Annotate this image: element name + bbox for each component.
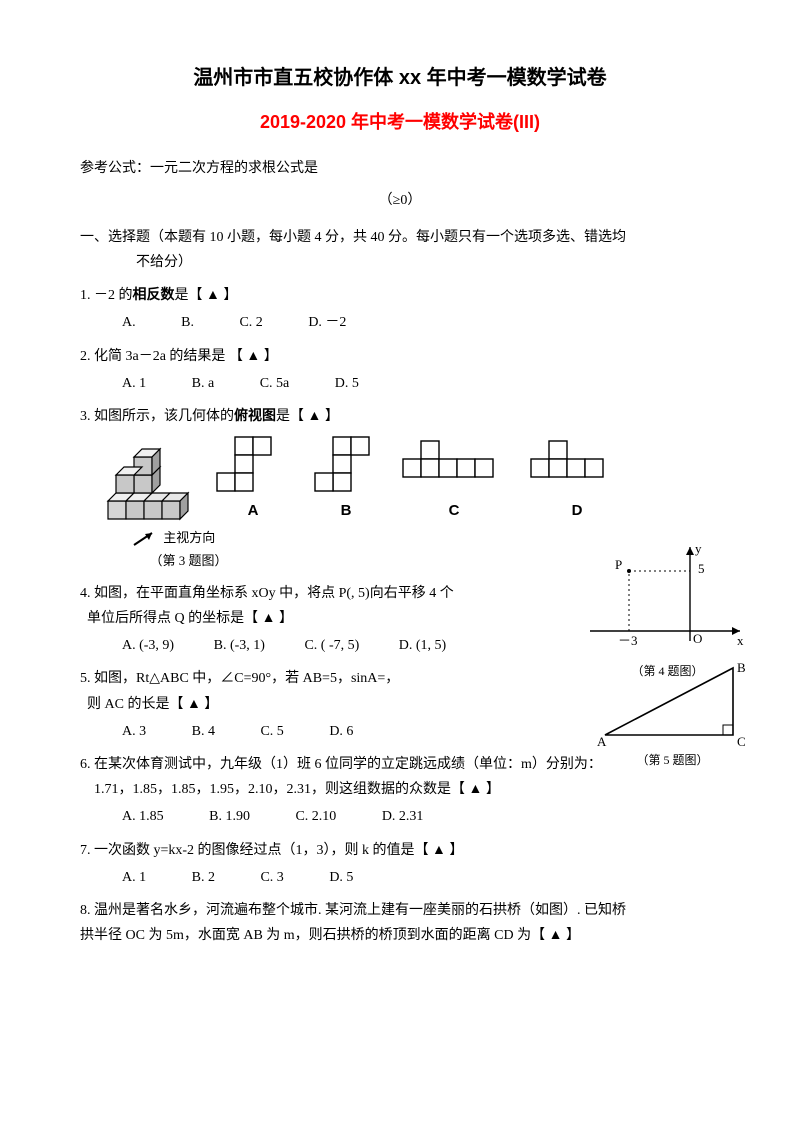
blank: 【 ▲ 】 bbox=[451, 782, 500, 797]
shape-d-icon bbox=[527, 435, 627, 497]
vertex-a: A bbox=[597, 734, 607, 749]
view-direction-label: 主视方向 bbox=[163, 530, 215, 545]
question-5: A B C （第 5 题图） 5. 如图，Rt△ABC 中，∠C=90°，若 A… bbox=[80, 666, 720, 744]
opt-b: B. a bbox=[192, 371, 215, 396]
blank: 【 ▲ 】 bbox=[169, 697, 218, 712]
option-fig-a: A bbox=[213, 435, 293, 524]
solid-figure bbox=[100, 439, 195, 524]
q1-bold: 相反数 bbox=[133, 288, 175, 303]
shape-c-icon bbox=[399, 435, 509, 497]
opt-a: A. bbox=[122, 310, 136, 335]
opt-a: A. 1 bbox=[122, 865, 146, 890]
p-label: P bbox=[615, 557, 622, 572]
option-fig-d: D bbox=[527, 435, 627, 524]
page-subtitle: 2019-2020 年中考一模数学试卷(III) bbox=[80, 106, 720, 138]
opt-a: A. (-3, 9) bbox=[122, 633, 174, 658]
formula-condition: （≥0） bbox=[80, 188, 720, 213]
opt-a: A. 3 bbox=[122, 719, 146, 744]
blank: 【 ▲ 】 bbox=[244, 611, 293, 626]
opt-b: B. 4 bbox=[192, 719, 215, 744]
opt-label-d: D bbox=[527, 497, 627, 524]
coord-axes-icon: P 5 －3 O y x bbox=[585, 541, 750, 661]
opt-d: D. 2.31 bbox=[382, 804, 424, 829]
opt-c: C. 3 bbox=[260, 865, 283, 890]
opt-d: D. 6 bbox=[329, 719, 353, 744]
opt-d: D. 5 bbox=[335, 371, 359, 396]
page-title: 温州市市直五校协作体 xx 年中考一模数学试卷 bbox=[80, 60, 720, 96]
tick-m3: －3 bbox=[618, 633, 638, 648]
blank: 【 ▲ 】 bbox=[189, 288, 238, 303]
opt-c: C. 2.10 bbox=[295, 804, 336, 829]
opt-c: C. 5a bbox=[260, 371, 290, 396]
axis-x: x bbox=[737, 633, 744, 648]
opt-b: B. 1.90 bbox=[209, 804, 250, 829]
q1-options: A. B. C. 2 D. －2 bbox=[80, 310, 720, 335]
origin-o: O bbox=[693, 631, 702, 646]
section-header: 一、选择题（本题有 10 小题，每小题 4 分，共 40 分。每小题只有一个选项… bbox=[80, 225, 720, 275]
q3-stem: 3. 如图所示，该几何体的 bbox=[80, 409, 234, 424]
q1-tail: 是 bbox=[175, 288, 189, 303]
opt-c: C. ( -7, 5) bbox=[304, 633, 359, 658]
question-8: 8. 温州是著名水乡，河流遍布整个城市. 某河流上建有一座美丽的石拱桥（如图）.… bbox=[80, 898, 720, 948]
arrow-icon bbox=[130, 529, 160, 549]
question-7: 7. 一次函数 y=kx-2 的图像经过点（1，3），则 k 的值是【 ▲ 】 … bbox=[80, 838, 720, 890]
opt-b: B. 2 bbox=[192, 865, 215, 890]
section-line1: 一、选择题（本题有 10 小题，每小题 4 分，共 40 分。每小题只有一个选项… bbox=[80, 230, 626, 245]
vertex-c: C bbox=[737, 734, 746, 749]
tick-5: 5 bbox=[698, 561, 705, 576]
q6-line1: 6. 在某次体育测试中，九年级（1）班 6 位同学的立定跳远成绩（单位：m）分别… bbox=[80, 757, 602, 772]
q5-line1: 5. 如图，Rt△ABC 中，∠C=90°，若 AB=5，sinA=， bbox=[80, 671, 399, 686]
opt-b: B. (-3, 1) bbox=[214, 633, 265, 658]
blank: 【 ▲ 】 bbox=[531, 928, 580, 943]
q7-stem: 7. 一次函数 y=kx-2 的图像经过点（1，3），则 k 的值是 bbox=[80, 843, 415, 858]
opt-label-a: A bbox=[213, 497, 293, 524]
q7-options: A. 1 B. 2 C. 3 D. 5 bbox=[80, 865, 720, 890]
shape-a-icon bbox=[213, 435, 293, 497]
q6-options: A. 1.85 B. 1.90 C. 2.10 D. 2.31 bbox=[80, 804, 720, 829]
opt-c: C. 2 bbox=[239, 310, 262, 335]
q1-stem: 1. －2 的 bbox=[80, 288, 133, 303]
vertex-b: B bbox=[737, 660, 746, 675]
q2-stem: 2. 化简 3a－2a 的结果是 bbox=[80, 349, 229, 364]
q4-line1: 4. 如图，在平面直角坐标系 xOy 中，将点 P(, 5)向右平移 4 个 bbox=[80, 586, 454, 601]
opt-c: C. 5 bbox=[260, 719, 283, 744]
option-fig-c: C bbox=[399, 435, 509, 524]
blank: 【 ▲ 】 bbox=[290, 409, 339, 424]
q4-line2: 单位后所得点 Q 的坐标是 bbox=[87, 611, 244, 626]
opt-d: D. (1, 5) bbox=[399, 633, 446, 658]
question-2: 2. 化简 3a－2a 的结果是 【 ▲ 】 A. 1 B. a C. 5a D… bbox=[80, 344, 720, 396]
q2-options: A. 1 B. a C. 5a D. 5 bbox=[80, 371, 720, 396]
opt-b: B. bbox=[181, 310, 194, 335]
question-1: 1. －2 的相反数是【 ▲ 】 A. B. C. 2 D. －2 bbox=[80, 283, 720, 335]
opt-a: A. 1 bbox=[122, 371, 146, 396]
q5-line2: 则 AC 的长是 bbox=[87, 697, 169, 712]
axis-y: y bbox=[695, 541, 702, 556]
blank: 【 ▲ 】 bbox=[229, 349, 278, 364]
shape-b-icon bbox=[311, 435, 381, 497]
section-line2: 不给分） bbox=[80, 250, 720, 275]
blank: 【 ▲ 】 bbox=[415, 843, 464, 858]
q3-caption: （第 3 题图） bbox=[150, 553, 228, 568]
opt-d: D. 5 bbox=[329, 865, 353, 890]
opt-label-c: C bbox=[399, 497, 509, 524]
option-fig-b: B bbox=[311, 435, 381, 524]
q3-figures-row: A B bbox=[80, 435, 720, 524]
q3-bold: 俯视图 bbox=[234, 409, 276, 424]
q3-tail: 是 bbox=[276, 409, 290, 424]
q8-line1: 8. 温州是著名水乡，河流遍布整个城市. 某河流上建有一座美丽的石拱桥（如图）.… bbox=[80, 903, 626, 918]
formula-prefix: 参考公式：一元二次方程的求根公式是 bbox=[80, 156, 720, 181]
question-6: 6. 在某次体育测试中，九年级（1）班 6 位同学的立定跳远成绩（单位：m）分别… bbox=[80, 752, 720, 830]
question-4: P 5 －3 O y x （第 4 题图） 4. 如图，在平面直角坐标系 xOy… bbox=[80, 581, 720, 659]
right-triangle-icon: A B C bbox=[595, 660, 750, 750]
q6-line2: 1.71，1.85，1.85，1.95，2.10，2.31，则这组数据的众数是 bbox=[94, 782, 451, 797]
opt-label-b: B bbox=[311, 497, 381, 524]
opt-a: A. 1.85 bbox=[122, 804, 164, 829]
opt-d: D. －2 bbox=[308, 310, 346, 335]
cube-stack-icon bbox=[100, 439, 195, 524]
q8-line2: 拱半径 OC 为 5m，水面宽 AB 为 m，则石拱桥的桥顶到水面的距离 CD … bbox=[80, 928, 531, 943]
